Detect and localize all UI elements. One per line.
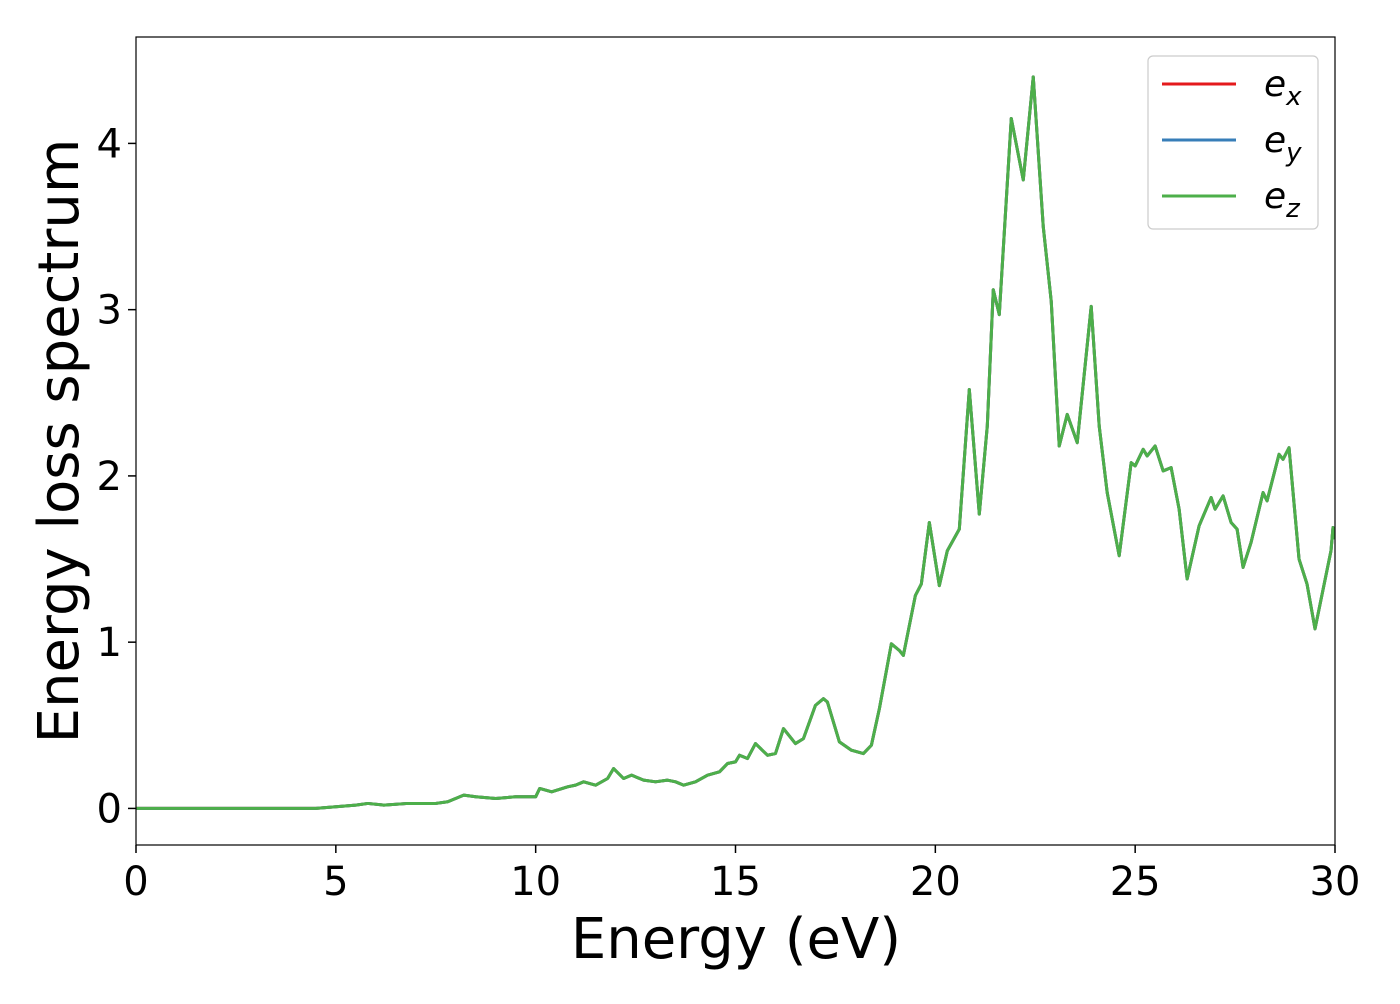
y-tick-label: 2 [97,454,122,500]
x-tick-label: 5 [323,859,348,905]
y-axis-label: Energy loss spectrum [27,139,92,744]
x-tick-label: 25 [1110,859,1161,905]
y-tick-label: 1 [97,620,122,666]
x-tick-label: 20 [910,859,961,905]
y-tick-label: 3 [97,288,122,334]
series-line [136,75,1335,810]
y-tick-label: 0 [97,786,122,832]
x-tick-label: 0 [123,859,148,905]
legend-box [1147,55,1319,230]
x-tick-label: 15 [710,859,761,905]
plot-frame [135,36,1336,846]
x-tick-label: 10 [510,859,561,905]
y-tick-label: 4 [97,121,122,167]
x-tick-label: 30 [1310,859,1361,905]
x-axis-label: Energy (eV) [571,907,901,972]
